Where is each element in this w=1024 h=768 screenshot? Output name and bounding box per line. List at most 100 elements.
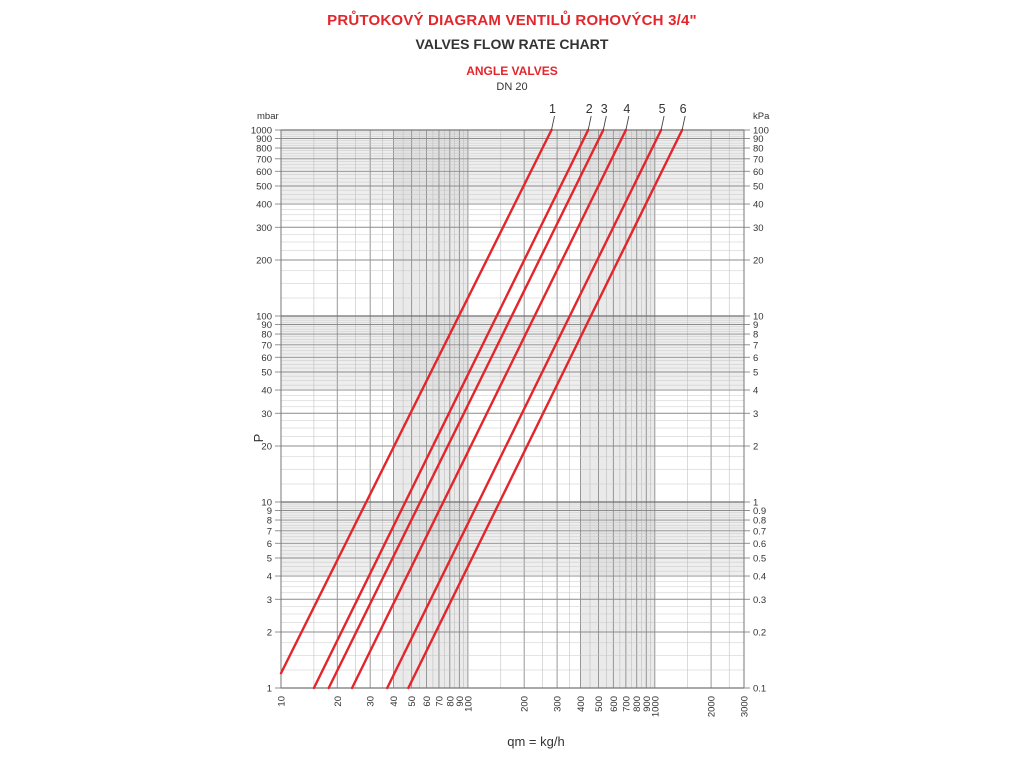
x-tick-label: 900 (642, 696, 653, 712)
x-tick-label: 40 (389, 696, 400, 707)
y-tick-label-left: 7 (267, 526, 272, 537)
y-tick-label-right: 0.2 (753, 628, 766, 639)
x-axis-title: qm = kg/h (507, 734, 564, 749)
chart-axes (275, 129, 750, 689)
y-tick-label-right: 6 (753, 353, 758, 364)
y-tick-label-right: 100 (753, 126, 769, 137)
x-tick-label: 50 (407, 696, 418, 707)
y-tick-label-right: 3 (753, 409, 758, 420)
chart-grid (280, 129, 745, 689)
series-leader-1 (551, 115, 555, 131)
x-tick-label: 20 (333, 696, 344, 707)
y-tick-label-left: 90 (261, 320, 272, 331)
y-tick-label-right: 0.3 (753, 595, 766, 606)
x-tick-label: 500 (594, 696, 605, 712)
y-tick-label-right: 30 (753, 223, 764, 234)
y-tick-label-right: 0.7 (753, 526, 766, 537)
y-tick-label-right: 2 (753, 442, 758, 453)
series-label-5: 5 (659, 102, 666, 116)
series-leader-4 (625, 115, 630, 131)
x-tick-label: 700 (621, 696, 632, 712)
y-tick-label-right: 4 (753, 386, 758, 397)
nominal-diameter-label: DN 20 (496, 81, 528, 93)
y-tick-label-left: 5 (267, 553, 272, 564)
y-tick-label-left: 1000 (251, 126, 272, 137)
y-axis-title: P (251, 434, 266, 443)
chart-subtitle: ANGLE VALVES (466, 64, 558, 78)
x-tick-label: 80 (445, 696, 456, 707)
y-tick-label-left: 500 (256, 181, 272, 192)
y-tick-label-right: 70 (753, 154, 764, 165)
y-tick-label-right: 8 (753, 330, 758, 341)
shaded-band-y-2 (281, 130, 744, 205)
series-label-1: 1 (549, 102, 556, 116)
shaded-band-x-0 (393, 130, 468, 688)
y-tick-label-left: 100 (256, 312, 272, 323)
x-tick-label: 600 (609, 696, 620, 712)
y-tick-label-right: 0.6 (753, 539, 766, 550)
y-tick-label-left: 80 (261, 330, 272, 341)
y-tick-label-right: 5 (753, 367, 758, 378)
series-leader-2 (587, 115, 592, 131)
y-tick-label-right: 20 (753, 256, 764, 267)
series-label-4: 4 (623, 102, 630, 116)
y-tick-label-left: 900 (256, 134, 272, 145)
y-tick-label-left: 600 (256, 167, 272, 178)
series-line-4 (350, 128, 628, 690)
y-tick-label-right: 90 (753, 134, 764, 145)
y-tick-label-left: 8 (267, 516, 272, 527)
series-label-2: 2 (586, 102, 593, 116)
y-tick-label-left: 40 (261, 386, 272, 397)
y-tick-label-left: 300 (256, 223, 272, 234)
series-line-2 (312, 128, 590, 690)
x-tick-label: 10 (277, 696, 288, 707)
shaded-band-y-0 (281, 502, 744, 577)
y-tick-label-right: 0.8 (753, 516, 766, 527)
y-tick-label-right: 80 (753, 144, 764, 155)
left-unit-label: mbar (257, 111, 279, 122)
x-tick-label: 60 (422, 696, 433, 707)
y-tick-label-left: 10 (261, 498, 272, 509)
y-tick-label-right: 7 (753, 340, 758, 351)
y-tick-label-left: 50 (261, 367, 272, 378)
y-tick-label-right: 0.4 (753, 572, 766, 583)
x-tick-label: 400 (576, 696, 587, 712)
y-tick-label-left: 2 (267, 628, 272, 639)
y-tick-label-left: 60 (261, 353, 272, 364)
y-tick-label-right: 10 (753, 312, 764, 323)
series-line-5 (386, 128, 663, 690)
y-tick-label-left: 70 (261, 340, 272, 351)
x-tick-label: 70 (434, 696, 445, 707)
y-tick-label-right: 1 (753, 498, 758, 509)
x-tick-label: 200 (520, 696, 531, 712)
chart-series (279, 115, 686, 690)
series-label-3: 3 (601, 102, 608, 116)
y-tick-label-right: 60 (753, 167, 764, 178)
series-label-6: 6 (680, 102, 687, 116)
x-tick-label: 90 (455, 696, 466, 707)
x-tick-label: 30 (366, 696, 377, 707)
y-tick-label-left: 3 (267, 595, 272, 606)
x-tick-label: 100 (463, 696, 474, 712)
y-tick-label-left: 700 (256, 154, 272, 165)
y-tick-label-left: 800 (256, 144, 272, 155)
shaded-band-y-1 (281, 316, 744, 391)
series-line-3 (327, 128, 605, 690)
chart-title-english: VALVES FLOW RATE CHART (415, 36, 609, 52)
y-tick-label-left: 200 (256, 256, 272, 267)
x-tick-label: 2000 (707, 696, 718, 717)
y-tick-label-left: 400 (256, 200, 272, 211)
series-leader-3 (602, 115, 607, 131)
x-tick-label: 300 (553, 696, 564, 712)
chart-labels: 1234567891020304050607080901002003004005… (251, 102, 770, 749)
y-tick-label-left: 9 (267, 506, 272, 517)
shaded-bands (281, 130, 744, 688)
right-unit-label: kPa (753, 111, 770, 122)
y-tick-label-right: 0.5 (753, 553, 766, 564)
y-tick-label-left: 20 (261, 442, 272, 453)
shaded-band-x-1 (580, 130, 655, 688)
y-tick-label-right: 0.9 (753, 506, 766, 517)
plot-frame (280, 129, 745, 689)
y-tick-label-right: 9 (753, 320, 758, 331)
